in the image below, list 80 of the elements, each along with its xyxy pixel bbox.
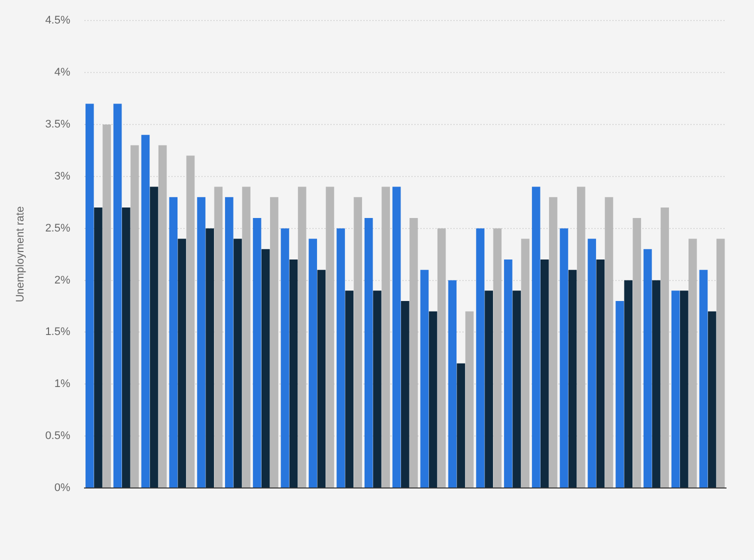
bar [532,186,540,488]
bar [680,290,688,488]
bar [197,197,206,488]
bar [214,186,223,488]
y-tick-label: 0% [54,482,70,494]
bar [493,228,502,488]
bar [699,270,708,488]
bar [270,197,278,488]
bar [102,124,111,488]
y-tick-label: 1.5% [45,326,70,338]
y-tick-label: 0.5% [45,430,70,442]
bar [428,311,438,488]
y-tick-label: 4.5% [45,14,70,27]
bar [549,197,558,488]
bar [708,311,716,488]
bar [392,186,401,488]
bar [652,280,660,488]
bar [596,259,605,488]
bar [317,270,326,488]
bar [158,145,167,488]
bar [688,238,697,488]
bar [624,280,632,488]
bar [345,290,354,488]
bar [476,228,484,488]
bar [660,208,669,488]
bar [484,290,493,488]
bar [465,311,474,488]
bar [504,259,512,488]
bar [234,238,242,488]
bar [448,280,457,488]
bar [280,228,290,488]
bar [186,156,195,488]
bar [420,270,429,488]
y-tick-label: 2% [54,274,70,286]
bar [150,186,158,488]
bar [521,238,530,488]
bar [206,228,214,488]
bar [169,197,178,488]
bar [716,238,725,488]
bar [540,259,549,488]
y-tick-label: 4% [54,66,70,79]
bar [261,249,270,488]
y-axis-title: Unemployment rate [14,206,27,302]
y-tick-label: 2.5% [45,222,70,234]
bar [512,290,521,488]
bar [616,301,624,488]
bar [456,363,466,488]
bar [400,301,410,488]
bar [336,228,345,488]
bar [122,208,130,488]
bar [289,259,298,488]
bar [568,270,577,488]
y-tick-label: 1% [54,378,70,390]
bar [373,290,382,488]
bar [141,134,150,488]
bar [644,249,652,488]
bar [308,238,318,488]
bar [113,104,122,488]
bar [632,218,642,488]
bar [576,186,586,488]
y-tick-label: 3% [54,170,70,182]
bar [588,238,596,488]
bar [130,145,139,488]
bar [671,290,680,488]
bar [242,186,250,488]
bar [354,197,362,488]
bar [178,238,186,488]
bar [382,186,390,488]
bar [225,197,234,488]
bar [410,218,418,488]
bar [94,208,102,488]
bar [252,218,262,488]
bar [364,218,373,488]
bar [437,228,446,488]
bar [86,104,94,488]
bar [560,228,568,488]
bar [298,186,306,488]
bar [604,197,614,488]
y-tick-label: 3.5% [45,118,70,130]
bar [326,186,334,488]
